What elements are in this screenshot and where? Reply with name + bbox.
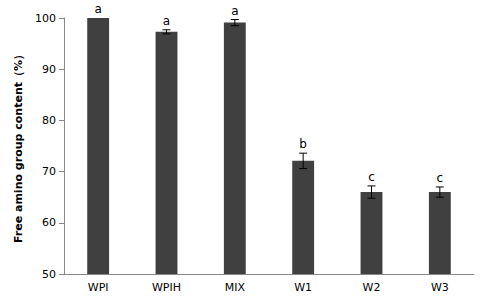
svg-text:70: 70 [42,165,56,178]
svg-text:Free amino group content（%）: Free amino group content（%） [12,49,25,243]
svg-text:a: a [231,4,238,18]
svg-text:c: c [368,170,375,184]
svg-text:50: 50 [42,268,56,281]
svg-text:MIX: MIX [225,281,246,294]
svg-text:a: a [163,14,170,28]
svg-text:90: 90 [42,63,56,76]
svg-text:a: a [94,2,101,16]
svg-text:b: b [299,137,307,151]
svg-text:W3: W3 [431,281,449,294]
svg-text:WPIH: WPIH [152,281,181,294]
svg-text:80: 80 [42,114,56,127]
svg-text:W1: W1 [294,281,312,294]
svg-text:c: c [437,171,444,185]
svg-text:W2: W2 [363,281,381,294]
svg-text:100: 100 [35,12,56,25]
svg-text:60: 60 [42,216,56,229]
svg-text:WPI: WPI [88,281,109,294]
